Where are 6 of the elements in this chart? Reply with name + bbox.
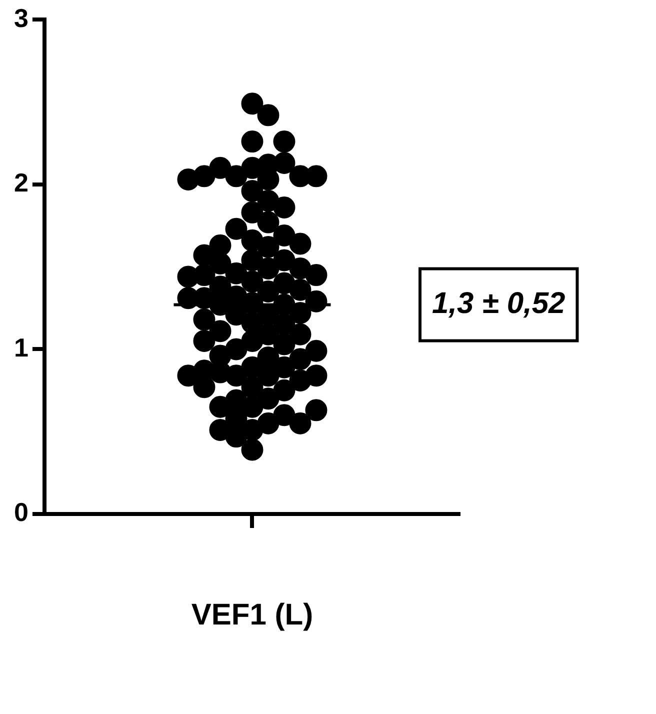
y-tick-label: 1 xyxy=(14,332,28,362)
y-tick-label: 2 xyxy=(14,168,28,198)
x-tick-label: VEF1 (L) xyxy=(191,598,314,632)
ref-line-label: 1,3 ± 0,52 xyxy=(432,286,566,320)
y-tick-label: 3 xyxy=(14,2,28,33)
y-tick-label: 0 xyxy=(14,497,28,528)
